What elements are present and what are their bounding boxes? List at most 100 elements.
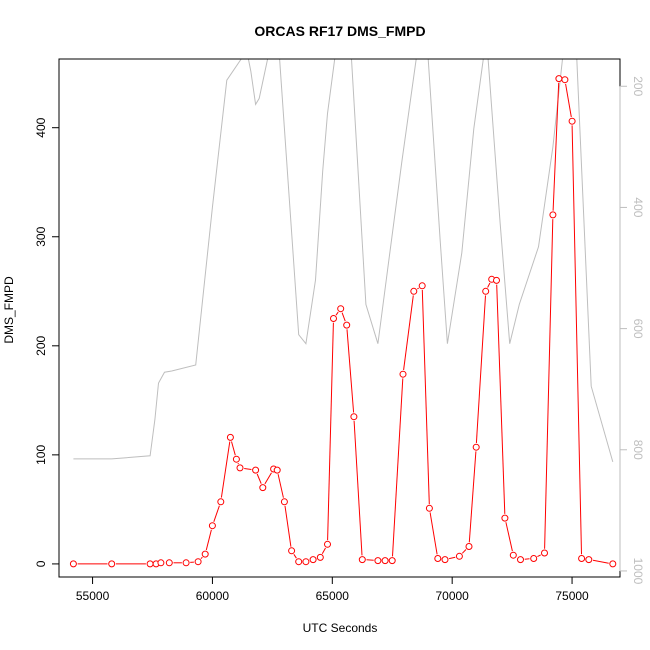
primary-series-segment <box>293 554 297 559</box>
data-point <box>410 287 418 295</box>
data-point <box>108 560 116 568</box>
data-point <box>455 552 463 560</box>
primary-series-segment <box>264 472 272 485</box>
data-point <box>226 433 234 441</box>
primary-series-segment <box>475 295 486 444</box>
primary-series-segment <box>429 512 438 555</box>
primary-series-segment <box>505 522 513 552</box>
data-point <box>482 287 490 295</box>
data-point <box>541 549 548 557</box>
primary-series-segment <box>341 312 346 322</box>
primary-series-segment <box>403 295 414 371</box>
data-point <box>425 504 433 512</box>
data-point <box>509 551 517 559</box>
y-tick-label: 100 <box>34 445 48 465</box>
data-point <box>201 550 209 558</box>
primary-series-segment <box>537 554 541 558</box>
primary-series-segment <box>552 82 560 211</box>
data-point <box>388 557 396 565</box>
primary-series-segment <box>231 441 236 456</box>
y-axis: 0 100 200 300 400 <box>34 117 59 567</box>
data-point <box>316 553 324 561</box>
data-point <box>232 455 240 463</box>
data-point <box>146 560 154 568</box>
primary-series-segment <box>277 474 284 498</box>
data-point <box>280 498 288 506</box>
x-tick-label: 55000 <box>76 589 110 603</box>
data-point <box>324 540 331 548</box>
data-point <box>309 556 317 564</box>
secondary-y-axis: 200 400 600 800 1000 <box>619 76 645 585</box>
y2-tick-label: 200 <box>631 76 645 96</box>
primary-series-segment <box>321 547 326 554</box>
y2-tick-label: 1000 <box>631 558 645 585</box>
data-point <box>381 557 389 565</box>
data-point <box>501 514 509 522</box>
data-point <box>578 555 586 562</box>
data-point <box>343 321 351 329</box>
data-point <box>530 555 538 562</box>
data-point <box>182 559 190 567</box>
data-point <box>330 315 337 322</box>
data-point <box>288 547 296 555</box>
primary-series-segment <box>353 420 363 556</box>
data-point <box>337 305 345 313</box>
primary-series-segment <box>366 559 374 561</box>
primary-series-segment <box>487 282 491 288</box>
y2-tick-label: 400 <box>631 197 645 217</box>
data-point <box>273 466 281 474</box>
y-tick-label: 200 <box>34 335 48 355</box>
data-point <box>350 413 358 421</box>
primary-series-segment <box>256 473 262 484</box>
primary-series-segment <box>346 329 355 413</box>
y2-tick-label: 800 <box>631 440 645 460</box>
y-tick-label: 0 <box>34 560 48 567</box>
data-point <box>568 117 576 125</box>
data-point <box>217 498 225 506</box>
primary-series-segment <box>421 289 430 505</box>
data-point <box>252 466 260 474</box>
y-tick-label: 400 <box>34 117 48 137</box>
x-tick-label: 70000 <box>435 589 469 603</box>
data-point <box>165 559 173 567</box>
data-point <box>609 560 617 568</box>
data-point <box>517 556 524 564</box>
data-point <box>259 484 267 492</box>
x-axis: 55000 60000 65000 70000 75000 <box>76 576 589 603</box>
primary-series-segment <box>205 529 212 551</box>
chart-title: ORCAS RF17 DMS_FMPD <box>254 23 425 39</box>
data-point <box>561 76 569 84</box>
primary-series-segment <box>496 284 506 514</box>
data-point <box>208 522 216 530</box>
primary-series-segment <box>565 83 572 118</box>
primary-series-segment <box>448 556 456 560</box>
data-point <box>472 443 480 451</box>
y2-tick-label: 600 <box>631 319 645 339</box>
data-point <box>157 559 165 567</box>
data-point <box>585 556 593 564</box>
primary-series-segment <box>592 559 609 564</box>
y-tick-label: 300 <box>34 226 48 246</box>
data-point <box>302 558 310 566</box>
primary-series-segment <box>544 219 554 549</box>
primary-series-segment <box>284 505 292 547</box>
secondary-series-layer <box>73 59 614 463</box>
data-point <box>493 276 500 284</box>
data-point <box>295 558 303 566</box>
data-point <box>555 75 563 83</box>
x-tick-label: 65000 <box>316 589 350 603</box>
primary-series-segment <box>468 451 477 543</box>
y-axis-label: DMS_FMPD <box>2 276 16 344</box>
data-point <box>358 556 366 564</box>
data-point <box>434 555 442 562</box>
primary-series-segment <box>417 287 419 290</box>
data-point <box>418 282 426 290</box>
data-point <box>465 543 473 550</box>
x-axis-label: UTC Seconds <box>303 621 378 635</box>
primary-series-segment <box>571 125 582 555</box>
primary-series-layer <box>69 75 617 568</box>
primary-series-segment <box>213 505 220 522</box>
data-point <box>194 558 202 566</box>
data-point <box>236 464 244 472</box>
